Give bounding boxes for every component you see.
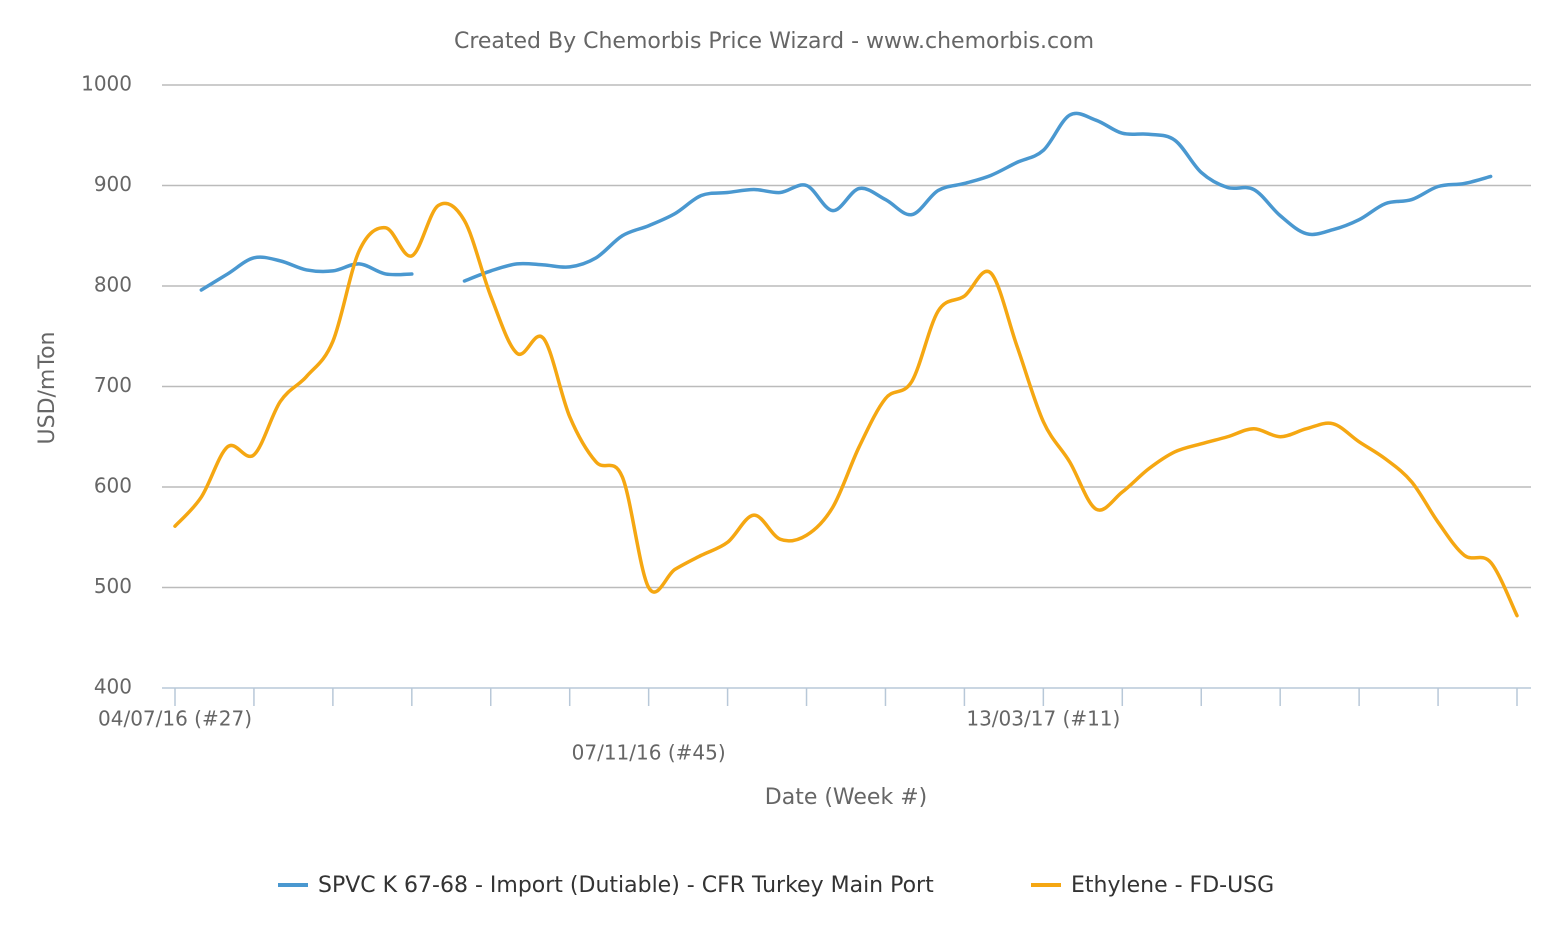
y-tick-label: 400 bbox=[94, 675, 132, 699]
line-series bbox=[173, 201, 1519, 618]
y-tick-label: 600 bbox=[94, 474, 132, 498]
line-series bbox=[199, 111, 1493, 292]
legend-label: Ethylene - FD-USG bbox=[1071, 873, 1274, 898]
y-tick-label: 800 bbox=[94, 273, 132, 297]
x-tick-label: 07/11/16 (#45) bbox=[572, 741, 726, 765]
y-tick-label: 700 bbox=[94, 373, 132, 397]
y-tick-label: 500 bbox=[94, 574, 132, 598]
x-axis-title: Date (Week #) bbox=[765, 785, 927, 810]
chart-title: Created By Chemorbis Price Wizard - www.… bbox=[454, 29, 1094, 54]
legend-label: SPVC K 67-68 - Import (Dutiable) - CFR T… bbox=[318, 873, 934, 898]
y-axis-title: USD/mTon bbox=[35, 332, 60, 445]
y-tick-label: 1000 bbox=[81, 72, 132, 96]
x-tick-label: 13/03/17 (#11) bbox=[966, 707, 1120, 731]
x-tick-label: 04/07/16 (#27) bbox=[98, 707, 252, 731]
y-tick-label: 900 bbox=[94, 172, 132, 196]
